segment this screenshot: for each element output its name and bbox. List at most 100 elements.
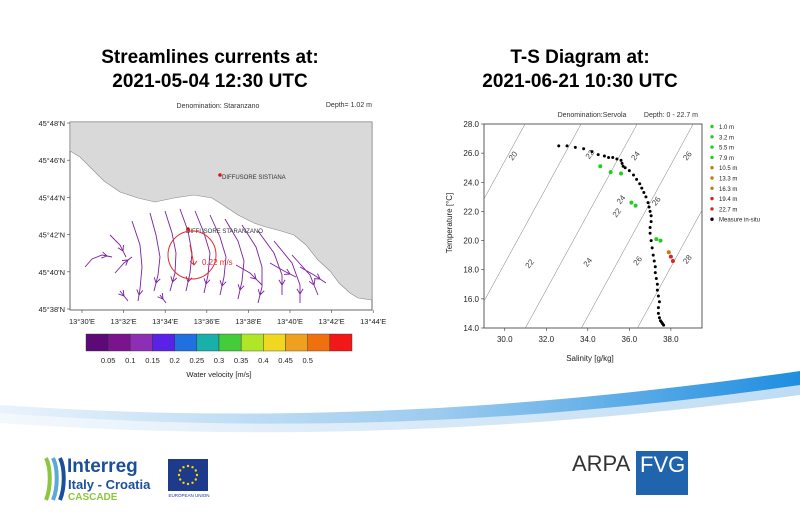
legend-label: 5.5 m (719, 146, 734, 152)
eu-star-icon (194, 478, 197, 481)
legend-label: 1.0 m (719, 125, 734, 131)
streamline-arrow (185, 276, 193, 283)
colorbar-tick-label: 0.3 (214, 356, 224, 365)
colorbar-tick-label: 0.05 (101, 356, 116, 365)
y-tick-label: 14.0 (463, 324, 479, 333)
data-point (621, 164, 625, 168)
colorbar-cell (196, 333, 220, 352)
colorbar-cell (218, 333, 242, 352)
data-point (602, 154, 606, 158)
colorbar-tick-label: 0.1 (125, 356, 135, 365)
data-point (662, 323, 666, 327)
streamline-arrow (237, 284, 245, 291)
streamline-arrow (283, 268, 291, 275)
data-point (649, 214, 653, 218)
data-point (647, 205, 651, 209)
streamline-arrow (157, 292, 164, 300)
y-tick-label: 26.0 (463, 149, 479, 158)
legend-label: 22.7 m (719, 207, 737, 213)
eu-star-icon (179, 478, 182, 481)
data-point (565, 144, 569, 148)
colorbar-cell (263, 333, 286, 352)
colorbar-cell (307, 333, 331, 352)
colorbar-cell (152, 333, 175, 352)
colorbar-cell (85, 333, 109, 352)
left-title-line1: Streamlines currents at: (101, 47, 319, 68)
streamline-arrow (117, 244, 124, 252)
data-point (649, 220, 653, 224)
data-point (623, 166, 627, 170)
eu-star-icon (179, 469, 182, 472)
streamline-arrow (101, 251, 108, 259)
data-point (670, 258, 675, 263)
eu-logo: EUROPEAN UNION (168, 459, 210, 501)
eu-star-icon (191, 481, 194, 484)
streamline-arrow (313, 273, 321, 280)
data-point (648, 225, 652, 229)
data-point (668, 254, 673, 259)
data-point (582, 147, 586, 151)
data-point (652, 259, 656, 263)
density-line (637, 209, 702, 328)
eu-flag-icon (168, 459, 208, 491)
legend-marker (710, 176, 714, 180)
streamline-arrow (136, 289, 144, 296)
data-point (596, 153, 600, 157)
arpa-fvg-logo: ARPA FVG (572, 451, 692, 495)
data-point (629, 200, 634, 205)
site-staranzano-marker (186, 227, 190, 231)
streamline (131, 220, 143, 302)
density-line (484, 124, 526, 200)
colorbar-cell (174, 333, 198, 352)
eu-star-icon (186, 482, 190, 486)
data-point (651, 253, 655, 257)
eu-label: EUROPEAN UNION (168, 493, 210, 498)
streamline (114, 256, 133, 274)
colorbar-tick-label: 0.35 (234, 356, 249, 365)
colorbar-tick-label: 0.25 (190, 356, 205, 365)
streamline-arrow (153, 277, 161, 284)
legend-label: 19.4 m (719, 197, 737, 203)
colorbar-label: Water velocity [m/s] (186, 370, 251, 379)
streamlines-map: Denomination: Staranzano Depth= 1.02 m 4… (38, 102, 386, 379)
eu-star-icon (177, 473, 181, 477)
eu-star-icon (194, 469, 197, 472)
data-point (640, 186, 644, 190)
colorbar-cell (107, 333, 131, 352)
y-tick-label: 22.0 (463, 207, 479, 216)
colorbar-cell (285, 333, 308, 352)
data-point (608, 170, 613, 175)
data-point (654, 276, 658, 280)
data-point (657, 300, 661, 304)
lon-tick-label: 13°42'E (319, 317, 345, 326)
density-line (525, 124, 638, 328)
lon-tick-label: 13°30'E (69, 317, 95, 326)
streamline (291, 254, 319, 296)
data-point (631, 173, 635, 177)
data-point (653, 271, 657, 275)
eu-star-icon (195, 473, 199, 477)
right-title-line1: T-S Diagram at: (510, 47, 650, 68)
streamline (299, 266, 327, 284)
data-point (646, 201, 650, 205)
streamline-arrow (308, 279, 316, 286)
left-title-line2: 2021-05-04 12:30 UTC (112, 71, 308, 92)
lon-tick-label: 13°36'E (194, 317, 220, 326)
legend-label: 3.2 m (719, 135, 734, 141)
streamline-arrow (118, 289, 125, 297)
site-sistiana-label: DIFFUSORE SISTIANA (222, 175, 286, 181)
streamline (209, 214, 227, 296)
ts-xlabel: Salinity [g/kg] (566, 354, 614, 363)
lat-tick-label: 45°46'N (38, 156, 65, 165)
interreg-project: CASCADE (68, 492, 118, 503)
legend-label: 10.5 m (719, 166, 737, 172)
data-point (644, 195, 648, 199)
streamline-arrow (278, 279, 286, 286)
velocity-circle (167, 230, 217, 280)
legend-marker (710, 145, 714, 149)
legend-label: Measure in-situ (719, 218, 760, 224)
data-point (598, 164, 603, 169)
lat-tick-label: 45°38'N (38, 305, 65, 314)
left-panel-title: Streamlines currents at: 2021-05-04 12:3… (60, 46, 360, 94)
eu-star-icon (191, 466, 194, 469)
